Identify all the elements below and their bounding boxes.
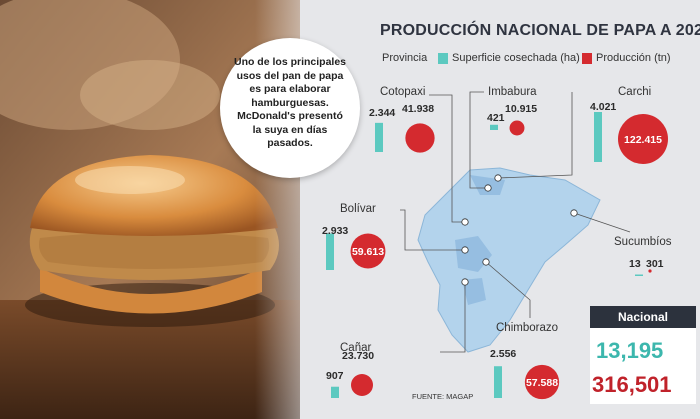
superficie-label-cotopaxi: 2.344 <box>369 107 396 119</box>
nacional-produccion: 316,501 <box>592 372 672 397</box>
superficie-label-carchi: 4.021 <box>590 101 617 113</box>
superficie-bar-imbabura <box>490 124 498 130</box>
produccion-label-canar: 23.730 <box>342 350 375 362</box>
produccion-circle-cotopaxi <box>405 123 435 153</box>
region-highlight <box>462 278 486 305</box>
superficie-label-bolivar: 2.933 <box>322 225 349 237</box>
superficie-bar-canar <box>331 386 339 398</box>
province-name-chimborazo: Chimborazo <box>496 322 558 334</box>
ecuador-shape <box>417 167 601 353</box>
legend-superficie-swatch <box>438 53 448 64</box>
province-name-sucumbios: Sucumbíos <box>614 236 672 248</box>
legend-produccion: Producción (tn) <box>596 52 671 64</box>
produccion-circle-bolivar <box>350 233 386 269</box>
nacional-box <box>590 328 696 404</box>
chart-title: PRODUCCIÓN NACIONAL DE PAPA A 2021 <box>380 22 700 39</box>
legend-superficie: Superficie cosechada (ha) <box>452 52 580 64</box>
legend-provincia: Provincia <box>382 52 428 64</box>
produccion-circle-imbabura <box>509 120 525 136</box>
superficie-bar-sucumbios <box>635 274 643 276</box>
province-markers <box>461 174 578 286</box>
callout-text: Uno de los principales usos del pan de p… <box>233 56 347 149</box>
superficie-bar-chimborazo <box>494 366 502 398</box>
produccion-circle-canar <box>350 373 374 397</box>
map-marker-bolivar <box>461 246 469 254</box>
nacional-header: Nacional <box>590 306 696 328</box>
map-marker-carchi <box>494 174 502 182</box>
map-marker-sucumbios <box>570 209 578 217</box>
superficie-bar-bolivar <box>326 233 334 270</box>
produccion-label-cotopaxi: 41.938 <box>402 103 435 115</box>
province-name-canar: Cañar <box>340 342 372 354</box>
province-name-carchi: Carchi <box>618 86 652 98</box>
nacional-superficie: 13,195 <box>596 338 664 363</box>
map-marker-cotopaxi <box>461 218 469 226</box>
province-name-imbabura: Imbabura <box>488 86 537 98</box>
produccion-label-sucumbios: 301 <box>646 258 664 270</box>
produccion-circle-carchi <box>618 114 668 164</box>
province-glyphs <box>326 112 668 400</box>
province-name-bolivar: Bolívar <box>340 203 376 215</box>
province-name-cotopaxi: Cotopaxi <box>380 86 426 98</box>
produccion-label-chimborazo: 57.588 <box>525 377 559 389</box>
superficie-label-chimborazo: 2.556 <box>490 348 517 360</box>
superficie-label-canar: 907 <box>326 370 344 382</box>
map-marker-canar <box>461 278 469 286</box>
connector-lines <box>400 91 631 353</box>
map-marker-chimborazo <box>482 258 490 266</box>
callout-bubble <box>220 38 360 178</box>
produccion-circle-chimborazo <box>524 364 560 400</box>
produccion-label-bolivar: 59.613 <box>351 246 385 258</box>
legend-produccion-swatch <box>582 53 592 64</box>
superficie-bar-cotopaxi <box>375 122 383 152</box>
produccion-label-imbabura: 10.915 <box>505 103 538 115</box>
produccion-circle-sucumbios <box>648 269 652 273</box>
produccion-label-carchi: 122.415 <box>624 134 662 146</box>
superficie-label-sucumbios: 13 <box>629 258 641 270</box>
map-marker-imbabura <box>484 184 492 192</box>
source-note: FUENTE: MAGAP <box>412 392 474 401</box>
superficie-bar-carchi <box>594 112 602 162</box>
superficie-label-imbabura: 421 <box>487 112 505 124</box>
